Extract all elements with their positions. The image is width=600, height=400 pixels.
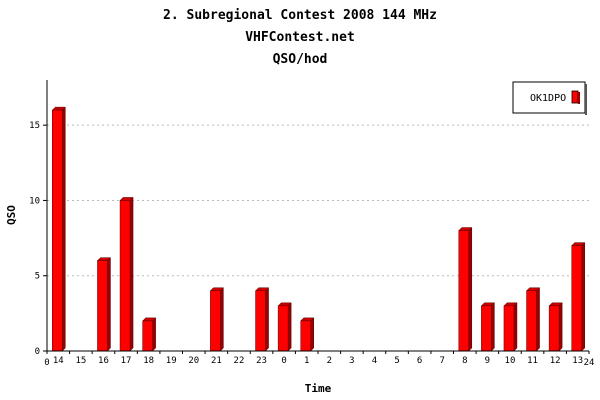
bar-front <box>119 200 131 352</box>
y-tick-label: 15 <box>29 121 40 131</box>
bar <box>480 302 495 352</box>
bar-front <box>503 305 515 352</box>
x-tick-label: 6 <box>417 356 422 366</box>
bar-front <box>481 305 492 352</box>
bar <box>119 196 134 352</box>
bar <box>96 257 112 352</box>
x-tick-label: 5 <box>394 356 399 366</box>
bar-front <box>255 290 266 352</box>
legend-swatch-side <box>578 92 580 104</box>
x-tick-label: 14 <box>53 356 64 366</box>
bar <box>142 317 157 352</box>
x-tick-label: 16 <box>98 356 109 366</box>
legend-label: OK1DPO <box>530 93 566 104</box>
chart-title: 2. Subregional Contest 2008 144 MHz <box>163 8 437 23</box>
bar-side <box>581 242 585 352</box>
bar-side <box>129 196 134 352</box>
legend: OK1DPO <box>512 81 587 115</box>
bar-side <box>468 226 473 352</box>
bar <box>571 242 586 352</box>
x-tick-label: 2 <box>327 356 332 366</box>
y-tick-label: 0 <box>35 347 40 357</box>
bars <box>51 106 586 352</box>
bar-front <box>300 320 311 352</box>
bar-side <box>536 287 540 352</box>
bar <box>548 302 563 352</box>
bar-side <box>310 317 314 352</box>
x-axis-end-label: 24 <box>584 358 595 368</box>
legend-swatch <box>571 90 579 104</box>
y-axis-label: QSO <box>5 205 18 225</box>
bar-side <box>220 287 224 352</box>
x-axis-label: Time <box>305 382 332 395</box>
bar <box>254 287 270 352</box>
x-tick-label: 1 <box>304 356 309 366</box>
bar-front <box>548 305 560 352</box>
x-tick-label: 8 <box>462 356 467 366</box>
x-tick-label: 13 <box>572 356 583 366</box>
bar-side <box>265 287 269 352</box>
x-tick-label: 19 <box>166 356 177 366</box>
y-tick-label: 5 <box>35 272 40 282</box>
x-tick-label: 17 <box>121 356 132 366</box>
bar-front <box>458 230 470 352</box>
x-axis-start-label: 0 <box>44 358 49 368</box>
bar-front <box>277 305 289 352</box>
bar-side <box>287 302 292 352</box>
x-tick-label: 21 <box>211 356 222 366</box>
x-tick-label: 4 <box>372 356 377 366</box>
bar-front <box>97 260 108 352</box>
chart-titles: 2. Subregional Contest 2008 144 MHz VHFC… <box>163 8 437 67</box>
bar <box>277 302 292 352</box>
x-tick-label: 7 <box>439 356 444 366</box>
bar <box>458 226 473 352</box>
bar-side <box>491 302 495 352</box>
x-tick-label: 12 <box>550 356 561 366</box>
bar-side <box>152 317 156 352</box>
x-tick-label: 18 <box>143 356 154 366</box>
x-ticks: 0 24 14 15 16 17 18 19 20 21 22 23 0 1 2 3 4 5 6 7 8 9 10 11 1… <box>44 351 594 368</box>
bar-front <box>142 320 153 352</box>
bar-front <box>526 290 537 352</box>
bar-side <box>107 257 111 352</box>
x-tick-label: 15 <box>75 356 86 366</box>
bar-front <box>571 245 582 352</box>
legend-box-shadow <box>585 84 587 115</box>
x-tick-label: 11 <box>527 356 538 366</box>
bar-side <box>62 106 66 352</box>
bar <box>51 106 66 352</box>
bar <box>503 302 518 352</box>
x-tick-label: 22 <box>234 356 245 366</box>
x-tick-label: 10 <box>505 356 516 366</box>
x-tick-label: 0 <box>281 356 286 366</box>
x-tick-label: 3 <box>349 356 354 366</box>
bar <box>525 287 541 352</box>
x-tick-label: 20 <box>188 356 199 366</box>
bar <box>300 317 315 352</box>
bar-side <box>558 302 563 352</box>
bar-side <box>513 302 518 352</box>
y-ticks: 0 5 10 15 <box>29 121 47 357</box>
bar-front <box>52 109 63 352</box>
chart-subtitle: VHFContest.net <box>245 30 355 45</box>
x-tick-label: 9 <box>485 356 490 366</box>
y-tick-label: 10 <box>29 196 40 206</box>
gridlines <box>47 124 589 277</box>
chart-unit-title: QSO/hod <box>273 52 328 67</box>
bar-front <box>210 290 221 352</box>
bar <box>209 287 224 352</box>
x-tick-label: 23 <box>256 356 267 366</box>
